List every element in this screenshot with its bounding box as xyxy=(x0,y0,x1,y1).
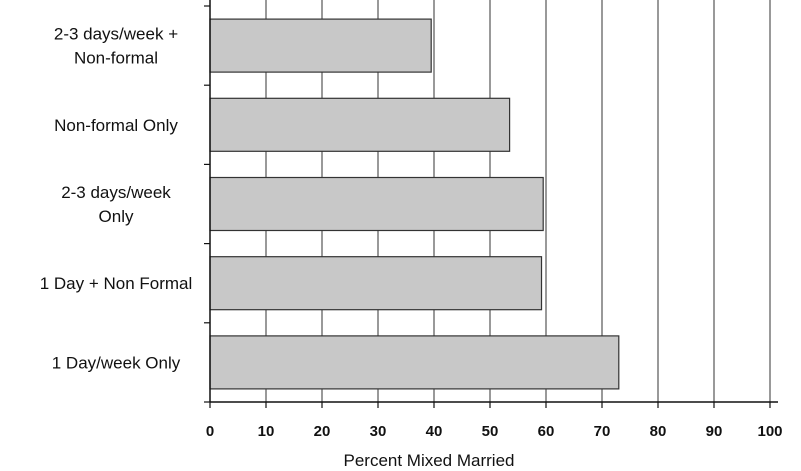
x-tick-label: 60 xyxy=(538,423,555,440)
x-tick-label: 20 xyxy=(314,423,331,440)
category-label: 2-3 days/week + xyxy=(54,25,178,44)
bar xyxy=(209,256,543,311)
bars xyxy=(209,18,620,390)
x-tick-label: 30 xyxy=(370,423,387,440)
x-tick-label: 100 xyxy=(757,423,782,440)
x-tick-label: 90 xyxy=(706,423,723,440)
category-label: 2-3 days/week xyxy=(61,183,171,202)
bar xyxy=(209,335,620,390)
bar xyxy=(209,176,544,232)
bar xyxy=(209,18,432,73)
x-tick-label: 50 xyxy=(482,423,499,440)
category-label: Non-formal Only xyxy=(54,116,178,135)
x-axis-title: Percent Mixed Married xyxy=(343,451,514,470)
category-label: Only xyxy=(99,207,134,226)
x-tick-label: 0 xyxy=(206,423,214,440)
x-tick-label: 80 xyxy=(650,423,667,440)
x-tick-label: 40 xyxy=(426,423,443,440)
axes xyxy=(204,0,778,408)
x-tick-label: 70 xyxy=(594,423,611,440)
x-tick-label: 10 xyxy=(258,423,275,440)
bar xyxy=(209,97,511,152)
category-label: Non-formal xyxy=(74,49,158,68)
category-label: 1 Day + Non Formal xyxy=(40,274,193,293)
category-label: 1 Day/week Only xyxy=(52,353,181,372)
labels: 0 10 20 30 40 50 60 70 80 90 100 2-3 days/week + Non… xyxy=(40,25,783,440)
